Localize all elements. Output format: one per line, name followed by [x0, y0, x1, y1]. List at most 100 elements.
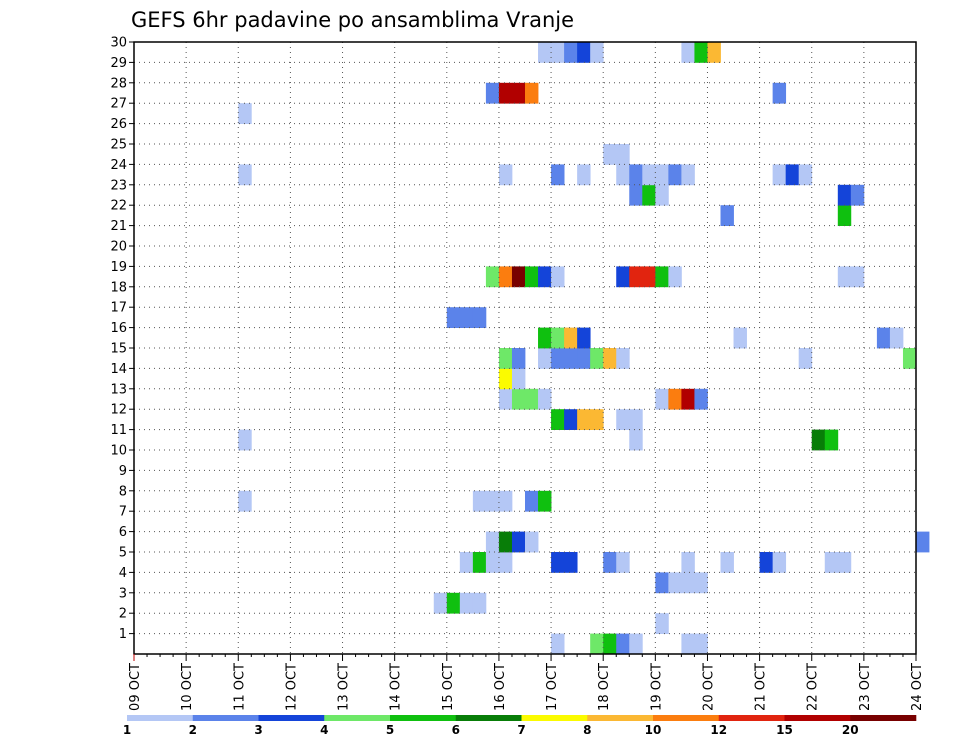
heatmap-cell	[538, 490, 552, 512]
heatmap-cell	[837, 205, 852, 226]
heatmap-cell	[525, 82, 539, 104]
heatmap-cell	[498, 82, 513, 104]
heatmap-cell	[446, 592, 461, 614]
y-tick-label: 22	[110, 199, 127, 214]
heatmap-cell	[798, 348, 813, 369]
legend-swatch	[784, 715, 851, 721]
heatmap-cell	[616, 144, 630, 165]
y-tick-label: 14	[110, 362, 127, 377]
heatmap-cell	[564, 327, 578, 349]
x-tick-label: 17 OCT	[545, 663, 560, 711]
heatmap-cell	[655, 613, 669, 634]
heatmap-cell	[590, 409, 604, 430]
chart-title: GEFS 6hr padavine po ansamblima Vranje	[131, 8, 574, 32]
heatmap-cell	[889, 327, 904, 349]
y-tick-label: 20	[110, 240, 127, 255]
heatmap-cell	[655, 388, 669, 410]
heatmap-cell	[511, 348, 526, 369]
data-cells	[238, 42, 930, 655]
heatmap-cell	[525, 490, 539, 512]
legend-label: 10	[645, 723, 662, 737]
legend-label: 6	[452, 723, 460, 737]
heatmap-cell	[498, 266, 513, 288]
heatmap-cell	[629, 266, 643, 288]
heatmap-cell	[577, 164, 591, 186]
heatmap-cell	[551, 552, 565, 573]
legend-label: 20	[842, 723, 859, 737]
heatmap-cell	[238, 429, 252, 451]
heatmap-cell	[694, 572, 708, 594]
heatmap-cell	[498, 490, 513, 512]
heatmap-cell	[772, 552, 787, 573]
heatmap-cell	[759, 552, 774, 573]
legend-swatch	[653, 715, 720, 721]
heatmap-cell	[603, 633, 617, 655]
legend-swatch	[587, 715, 654, 721]
heatmap-cell	[916, 531, 930, 553]
gridlines	[134, 41, 916, 654]
y-tick-label: 2	[119, 607, 127, 622]
heatmap-cell	[616, 266, 630, 288]
heatmap-cell	[655, 266, 669, 288]
heatmap-cell	[798, 164, 813, 186]
heatmap-cell	[498, 388, 513, 410]
heatmap-cell	[511, 531, 526, 553]
heatmap-cell	[603, 348, 617, 369]
heatmap-cell	[459, 592, 474, 614]
x-tick-label: 10 OCT	[180, 663, 195, 711]
heatmap-cell	[668, 164, 682, 186]
x-tick-label: 09 OCT	[128, 663, 143, 711]
heatmap-cell	[902, 348, 917, 369]
heatmap-cell	[629, 184, 643, 206]
y-axis: 1234567891011121314151617181920212223242…	[110, 36, 134, 642]
y-tick-label: 24	[110, 158, 127, 173]
legend-label: 12	[710, 723, 727, 737]
x-tick-label: 18 OCT	[597, 663, 612, 711]
heatmap-cell	[564, 348, 578, 369]
heatmap-cell	[590, 348, 604, 369]
heatmap-cell	[459, 307, 474, 328]
heatmap-cell	[629, 409, 643, 430]
heatmap-cell	[824, 429, 839, 451]
y-tick-label: 23	[110, 178, 127, 193]
heatmap-cell	[733, 327, 747, 349]
heatmap-cell	[551, 327, 565, 349]
heatmap-cell	[551, 633, 565, 655]
heatmap-cell	[785, 164, 800, 186]
heatmap-cell	[538, 266, 552, 288]
y-tick-label: 30	[110, 36, 127, 51]
x-tick-label: 16 OCT	[493, 663, 508, 711]
legend-label: 4	[320, 723, 328, 737]
y-tick-label: 3	[119, 586, 127, 601]
heatmap-cell	[590, 633, 604, 655]
y-tick-label: 26	[110, 117, 127, 132]
heatmap-cell	[629, 164, 643, 186]
heatmap-cell	[655, 184, 669, 206]
y-tick-label: 8	[119, 484, 127, 499]
legend-swatch	[127, 715, 194, 721]
heatmap-cell	[668, 572, 682, 594]
y-tick-label: 5	[119, 546, 127, 561]
y-tick-label: 1	[119, 627, 127, 642]
legend-swatch	[521, 715, 588, 721]
y-tick-label: 12	[110, 403, 127, 418]
y-tick-label: 9	[119, 464, 127, 479]
heatmap-cell	[525, 531, 539, 553]
legend-swatch	[258, 715, 325, 721]
legend-swatch	[850, 715, 917, 721]
heatmap-cell	[707, 42, 721, 63]
legend-label: 7	[517, 723, 525, 737]
heatmap-cell	[811, 429, 826, 451]
color-legend: 1 2 3 4 5 6 7 8 10 12 15 20	[123, 715, 917, 737]
heatmap-cell	[472, 307, 487, 328]
x-tick-label: 11 OCT	[232, 663, 247, 711]
y-tick-label: 10	[110, 444, 127, 459]
heatmap-cell	[837, 552, 852, 573]
heatmap-cell	[511, 82, 526, 104]
heatmap-cell	[720, 205, 734, 226]
heatmap-cell	[876, 327, 891, 349]
heatmap-cell	[655, 572, 669, 594]
heatmap-cell	[446, 307, 461, 328]
heatmap-cell	[616, 633, 630, 655]
